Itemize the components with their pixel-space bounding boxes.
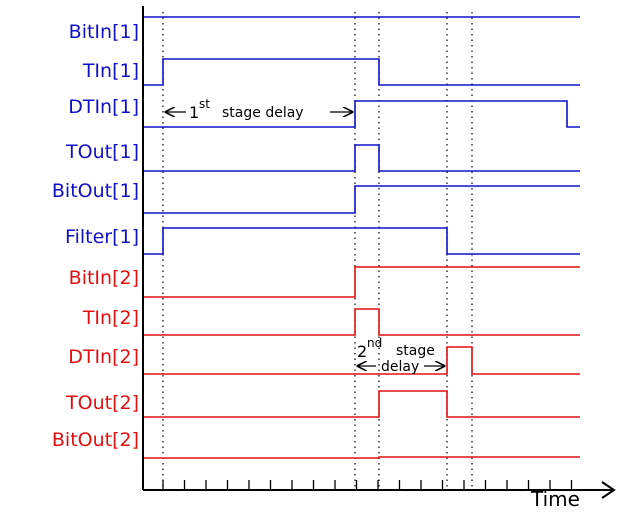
waveform [143,346,580,375]
waveform [143,185,580,214]
annotation: st [199,97,210,111]
waveform [143,390,580,418]
signal-label: TIn[1] [82,60,139,82]
waveform [143,266,580,298]
axes: Time [142,6,616,511]
annotation: stage [396,343,435,359]
signal-label: BitOut[2] [52,429,139,451]
waveform [143,227,580,255]
first-delay: 1 st stage delay [166,97,352,122]
annotation: nd [367,336,382,350]
x-axis-label: Time [530,487,580,511]
waveforms [143,16,580,459]
annotation: 1 [189,103,199,122]
x-axis-arrow [601,481,616,499]
signal-labels: BitIn[1] TIn[1] DTIn[1] TOut[1] BitOut[1] Fil… [52,21,139,451]
second-delay: 2 nd stage delay [357,336,444,375]
waveform [143,456,580,459]
time-ticks [162,480,573,490]
waveform [143,144,580,172]
signal-label: TOut[2] [65,392,139,414]
signal-label: TIn[2] [82,307,139,329]
annotation: stage delay [222,105,304,121]
signal-label: Filter[1] [65,226,139,248]
annotation: delay [381,359,419,375]
signal-label: DTIn[1] [68,96,139,118]
signal-label: TOut[1] [65,141,139,163]
signal-label: BitOut[1] [52,180,139,202]
waveform [143,308,580,336]
waveform [143,58,580,86]
annotation: 2 [357,342,367,361]
waveform [143,100,580,128]
signal-label: BitIn[1] [69,21,139,43]
signal-label: DTIn[2] [68,346,139,368]
signal-label: BitIn[2] [69,267,139,289]
